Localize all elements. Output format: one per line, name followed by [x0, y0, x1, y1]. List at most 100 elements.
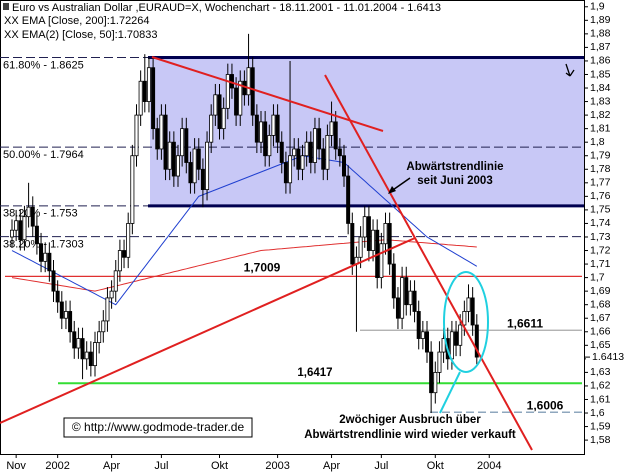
- fib-label: 50.00% - 1.7964: [3, 149, 84, 161]
- y-tick-label: 1,86: [590, 55, 611, 67]
- candle-body: [242, 80, 247, 96]
- candle-body: [134, 114, 139, 157]
- candle-body: [279, 141, 284, 163]
- candle-body: [341, 155, 346, 177]
- candle-body: [30, 206, 35, 227]
- candle-body: [292, 148, 297, 157]
- candle-body: [441, 338, 446, 353]
- candle-body: [68, 311, 73, 333]
- y-tick-label: 1,75: [590, 204, 611, 216]
- candle-body: [304, 141, 309, 157]
- level-label: 1,6006: [527, 398, 564, 412]
- x-tick-label: 2003: [265, 460, 289, 472]
- last-price-label: 1.6413: [592, 351, 624, 363]
- ema-line: [11, 239, 477, 292]
- candle-body: [22, 216, 27, 241]
- candle-body: [221, 107, 226, 130]
- candle-body: [337, 148, 342, 157]
- y-tick-label: 1,9: [590, 1, 605, 13]
- y-tick-label: 1,66: [590, 326, 611, 338]
- y-tick-label: 1,79: [590, 150, 611, 162]
- candle-body: [437, 351, 442, 373]
- annotation: 1,6417: [297, 367, 332, 379]
- last-price-bg: [586, 351, 626, 364]
- candle-body: [80, 338, 85, 360]
- y-tick-label: 1,69: [590, 285, 611, 297]
- candle-body: [470, 297, 475, 326]
- x-tick-label: Okt: [427, 460, 444, 472]
- y-tick-label: 1,88: [590, 28, 611, 40]
- candle-body: [209, 114, 214, 143]
- candle-body: [412, 290, 417, 312]
- candle-body: [51, 270, 56, 292]
- candle-body: [196, 148, 201, 170]
- candle-body: [263, 121, 268, 157]
- candle-body: [130, 155, 135, 224]
- y-tick-label: 1,65: [590, 339, 611, 351]
- annotation: Abwärtstrendlinie: [406, 161, 503, 173]
- y-tick-label: 1,61: [590, 393, 611, 405]
- candle-body: [76, 338, 81, 349]
- candle-body: [300, 155, 305, 170]
- x-tick-label: Apr: [103, 460, 120, 472]
- highlight-ellipse: [443, 271, 489, 373]
- candle-body: [312, 128, 317, 163]
- annotation: 2wöchiger Ausbruch über: [339, 414, 481, 426]
- y-tick-label: 1,78: [590, 163, 611, 175]
- annotation: Abwärtstrendlinie wird wieder verkauft: [304, 429, 516, 441]
- y-tick-label: 1,68: [590, 298, 611, 310]
- candle-body: [155, 128, 160, 150]
- fib-zone: [150, 57, 584, 206]
- candle-body: [175, 155, 180, 177]
- y-tick-label: 1,71: [590, 258, 611, 270]
- candle-body: [454, 331, 459, 346]
- x-tick-label: Jul: [154, 460, 168, 472]
- y-tick-label: 1,82: [590, 109, 611, 121]
- candle-body: [283, 162, 288, 184]
- candle-body: [63, 311, 68, 319]
- candle-body: [383, 223, 388, 245]
- y-tick-label: 1,59: [590, 420, 611, 432]
- candle-body: [234, 87, 239, 116]
- candle-body: [258, 121, 263, 143]
- candle-body: [213, 94, 218, 116]
- candle-body: [117, 250, 122, 272]
- candle-body: [408, 290, 413, 306]
- candle-body: [200, 168, 205, 190]
- candle-body: [429, 351, 434, 394]
- copyright-box: [63, 417, 253, 438]
- candle-body: [366, 216, 371, 251]
- legend-entry: XX EMA(2) [Close, 50]:1.70833: [4, 29, 157, 41]
- candle-body: [142, 80, 147, 102]
- candle-body: [97, 331, 102, 344]
- candle-body: [458, 324, 463, 346]
- y-tick-label: 1,81: [590, 122, 611, 134]
- y-tick-label: 1,8: [590, 136, 605, 148]
- candle-body: [180, 128, 185, 157]
- trendline: [324, 74, 533, 451]
- candle-body: [333, 121, 338, 150]
- level-label: 1,6611: [507, 316, 543, 330]
- fib-label: 61.80% - 1.8625: [3, 59, 84, 71]
- candle-body: [466, 297, 471, 312]
- title-icon: [3, 3, 9, 10]
- x-tick-label: Apr: [323, 460, 340, 472]
- candle-body: [26, 206, 31, 218]
- candle-body: [250, 67, 255, 116]
- candle-body: [188, 162, 193, 184]
- candle-body: [113, 270, 118, 292]
- y-tick-label: 1,77: [590, 177, 611, 189]
- y-tick-label: 1,84: [590, 82, 611, 94]
- candle-body: [93, 342, 98, 367]
- candle-body: [362, 216, 367, 238]
- chart-title: Euro vs Australian Dollar ,EURAUD=X, Woc…: [12, 2, 441, 14]
- candle-body: [14, 220, 19, 231]
- candle-body: [105, 297, 110, 322]
- legend-entry: XX EMA [Close, 200]:1.72264: [4, 15, 150, 27]
- callout-arrowhead: [388, 186, 396, 194]
- candle-body: [420, 331, 425, 339]
- candle-body: [271, 114, 276, 136]
- candle-body: [138, 80, 143, 116]
